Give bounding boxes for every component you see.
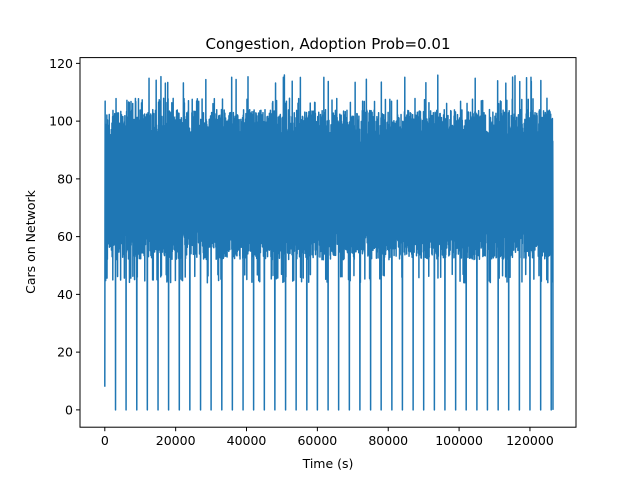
x-axis: 0 20000 40000 60000 80000 100000 120000 — [101, 427, 554, 448]
y-tick-label: 40 — [57, 287, 73, 302]
y-tick-label: 120 — [49, 56, 73, 71]
plot-area — [104, 74, 554, 411]
x-tick-label: 120000 — [506, 433, 554, 448]
y-axis: 0 20 40 60 80 100 120 — [49, 56, 80, 417]
x-tick-label: 100000 — [435, 433, 483, 448]
y-tick-label: 80 — [57, 171, 73, 186]
y-tick-label: 20 — [57, 345, 73, 360]
y-tick-label: 100 — [49, 114, 73, 129]
y-axis-label: Cars on Network — [23, 189, 38, 294]
series-line — [104, 74, 554, 411]
x-tick-label: 40000 — [227, 433, 267, 448]
y-tick-label: 0 — [65, 402, 73, 417]
chart-title: Congestion, Adoption Prob=0.01 — [206, 35, 451, 53]
x-tick-label: 0 — [101, 433, 109, 448]
x-axis-label: Time (s) — [302, 456, 354, 471]
x-tick-label: 60000 — [297, 433, 337, 448]
y-tick-label: 60 — [57, 229, 73, 244]
x-tick-label: 80000 — [368, 433, 408, 448]
x-tick-label: 20000 — [156, 433, 196, 448]
plot-frame — [79, 57, 577, 428]
